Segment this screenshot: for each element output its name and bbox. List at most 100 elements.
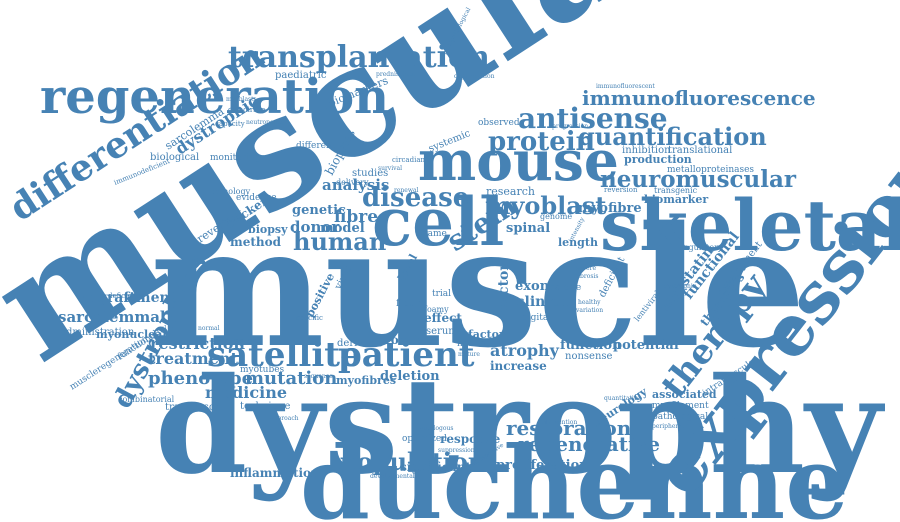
word-circadian: circadian	[392, 156, 425, 164]
word-regeneration: regeneration	[40, 69, 389, 125]
word-golodirsen: golodirsen	[228, 106, 266, 114]
word-regenerative: regenerative	[518, 432, 660, 456]
word-potential: potential	[613, 338, 679, 353]
word-muscle: muscle	[150, 190, 806, 384]
word-population: population	[340, 447, 485, 476]
word-delivery: delivery	[336, 178, 369, 187]
word-mature: mature	[458, 351, 480, 358]
word-specific: specific	[296, 314, 323, 322]
word-fibre: fibre	[334, 207, 378, 227]
word-combinatorial: combinatorial	[118, 395, 175, 404]
word-genome: genome	[540, 212, 572, 221]
word-nonsense: nonsense	[565, 351, 613, 362]
word-significant: significant	[400, 460, 472, 474]
word-metalloproteinases: metalloproteinases	[667, 165, 754, 175]
word-transgenic: transgenic	[654, 186, 698, 195]
word-effect: effect	[424, 311, 462, 325]
word-exon: exon	[515, 279, 550, 294]
word-associated: associated	[652, 388, 717, 401]
word-restriction: restriction	[150, 334, 245, 353]
word-response: response	[440, 432, 501, 446]
word-survival: survival	[378, 165, 402, 172]
word-capacity: capacity	[215, 120, 245, 128]
word-genetic: genetic	[292, 203, 346, 218]
word-peripheral: peripheral	[652, 423, 684, 430]
word-mutation: mutation	[245, 368, 337, 389]
word-pathological: pathological	[652, 412, 708, 422]
word-fiber: fiber	[396, 298, 420, 309]
word-myofibre: myofibre	[578, 201, 642, 216]
word-myofibres: myofibres	[336, 374, 396, 387]
word-healthy: healthy	[578, 299, 601, 306]
word-foamy: foamy	[424, 305, 449, 314]
word-frame: frame	[420, 229, 447, 239]
word-sarcolemmal: sarcolemmal	[58, 308, 166, 326]
word-fibrosis: fibrosis	[576, 273, 598, 280]
word-trial: trial	[432, 289, 451, 299]
word-increase: increase	[490, 359, 547, 373]
word-myoblasts: myoblasts	[226, 96, 257, 103]
word-reversion: reversion	[604, 186, 638, 194]
word-proliferation: proliferation	[496, 458, 589, 473]
word-myonuclear: myonuclear	[96, 328, 168, 341]
word-developmental: developmental	[370, 473, 415, 480]
word-spinal: spinal	[506, 221, 550, 236]
word-protein: protein	[488, 127, 595, 157]
word-deletion: deletion	[380, 369, 440, 384]
word-quantitative: quantitative	[604, 395, 641, 402]
word-suppression: suppression	[438, 447, 475, 454]
word-restoration: restoration	[506, 416, 632, 440]
word-severe: severe	[576, 265, 596, 272]
word-medicine: medicine	[205, 383, 287, 402]
word-phenotype: phenotype	[148, 368, 253, 389]
word-transposon: transposon	[165, 402, 222, 413]
word-neutropenia: neutropenia	[246, 119, 283, 126]
word-inflammation: inflammation	[230, 466, 320, 480]
word-patient: patient	[338, 335, 475, 375]
word-optimized: optimized	[402, 434, 447, 444]
word-atrophy: atrophy	[490, 341, 560, 360]
word-degeneration: degeneration	[454, 73, 495, 80]
word-evidence: evidence	[236, 193, 277, 203]
word-biopsy: biopsy	[248, 223, 288, 236]
word-human: human	[293, 227, 386, 256]
word-health: health	[457, 339, 486, 349]
word-autologous: autologous	[420, 425, 453, 432]
word-factor: factor	[468, 328, 505, 341]
word-transplantation: transplantation	[228, 40, 490, 75]
word-sequence: sequence	[304, 373, 333, 380]
word-mouse: mouse	[418, 128, 619, 193]
word-treatment: treatment	[148, 349, 239, 368]
word-production: production	[624, 153, 692, 166]
word-approach: approach	[270, 415, 299, 422]
word-translational: translational	[668, 145, 732, 156]
word-model: model	[320, 221, 365, 236]
word-technique: technique	[240, 401, 290, 412]
word-duchenne: duchenne	[300, 424, 849, 522]
word-administration: administration	[60, 327, 135, 338]
word-renewal: renewal	[394, 187, 419, 194]
word-derived: derived	[337, 338, 376, 349]
word-intervention: intervention	[540, 419, 577, 426]
word-inhibition: inhibition	[622, 145, 671, 156]
word-myoblast: myoblast	[485, 191, 606, 220]
word-quantification: quantification	[578, 122, 767, 151]
word-disease: disease	[362, 183, 469, 213]
word-studies: studies	[352, 168, 388, 179]
word-satellite: satellite	[207, 335, 362, 375]
word-monitoring: monitoring	[210, 153, 261, 163]
word-immunofluorescence: immunofluorescence	[582, 86, 816, 110]
word-dystrophy: dystrophy	[155, 349, 885, 504]
word-biological: biological	[150, 152, 199, 163]
word-variation: variation	[575, 307, 603, 314]
word-digital: digital	[522, 313, 551, 323]
word-function: function	[560, 338, 622, 353]
word-paediatric: paediatric	[275, 70, 327, 81]
word-analysis: analysis	[322, 176, 389, 194]
word-method: method	[230, 235, 282, 249]
word-skeletal: skeletal	[600, 184, 900, 267]
word-observed: observed	[478, 118, 520, 128]
word-pathology: pathology	[210, 187, 251, 196]
word-growth: growth	[376, 333, 424, 347]
